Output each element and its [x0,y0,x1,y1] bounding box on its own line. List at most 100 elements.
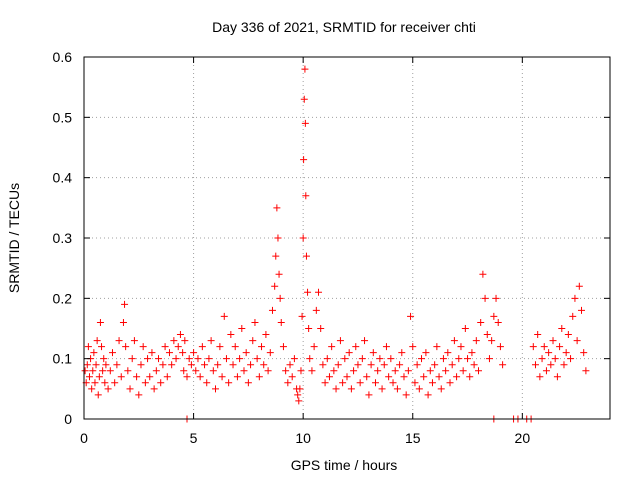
data-point [334,361,342,369]
y-tick-label: 0.4 [53,170,73,186]
data-point [382,343,390,351]
data-point [274,234,282,242]
data-point [407,312,415,320]
data-point [190,349,198,357]
data-point [161,343,169,351]
data-point [472,337,480,345]
data-point [282,367,290,375]
data-point [92,361,100,369]
x-tick-label: 0 [80,430,88,446]
data-point [96,318,104,326]
data-point [551,355,559,363]
data-point [150,385,158,393]
data-point [196,373,204,381]
data-point [100,355,108,363]
y-tick-label: 0.1 [53,351,73,367]
data-point [310,343,318,351]
data-point [218,373,226,381]
data-marks [81,65,590,423]
data-point [163,373,171,381]
data-point [315,288,323,296]
data-point [459,367,467,375]
data-point [400,373,408,381]
data-point [560,361,568,369]
data-point [174,343,182,351]
data-point [477,318,485,326]
data-point [264,367,272,375]
data-point [209,367,217,375]
data-point [90,349,98,357]
data-point [155,355,163,363]
data-point [94,391,102,399]
data-point [483,331,491,339]
data-point [578,306,586,314]
data-point [251,318,259,326]
data-point [159,361,167,369]
data-point [330,367,338,375]
data-point [545,349,553,357]
data-point [341,355,349,363]
data-point [567,355,575,363]
data-point [531,361,539,369]
data-point [276,294,284,302]
data-point [262,331,270,339]
data-point [393,385,401,393]
data-point [236,355,244,363]
data-point [101,379,109,387]
data-point [108,349,116,357]
y-tick-label: 0.5 [53,109,73,125]
data-point [413,361,421,369]
data-point [119,318,127,326]
data-point [201,361,209,369]
data-point [183,373,191,381]
data-point [306,355,314,363]
data-point [81,367,89,375]
data-point [198,343,206,351]
data-point [369,349,377,357]
data-point [255,373,263,381]
data-point [481,294,489,302]
data-point [488,337,496,345]
data-point [556,343,564,351]
data-point [387,355,395,363]
data-point [231,343,239,351]
data-point [296,385,304,393]
data-point [104,385,112,393]
data-point [542,367,550,375]
data-point [490,312,498,320]
data-point [580,349,588,357]
data-point [492,294,500,302]
data-point [284,379,292,387]
data-point [376,355,384,363]
data-point [466,373,474,381]
data-point [558,325,566,332]
data-point [347,385,355,393]
data-point [424,391,432,399]
data-point [85,373,93,381]
chart-title: Day 336 of 2021, SRMTID for receiver cht… [212,19,476,35]
data-point [157,379,165,387]
data-point [301,119,309,127]
data-point [225,379,233,387]
data-point [461,325,469,332]
data-point [207,337,215,345]
data-point [332,385,340,393]
data-point [389,379,397,387]
data-point [152,367,160,375]
x-tick-label: 20 [515,430,531,446]
data-point [146,373,154,381]
data-point [240,367,248,375]
data-point [273,204,281,212]
axis-ticks: 0 0.1 0.2 0.3 0.4 0.5 0.6 0 5 10 15 20 [53,49,610,446]
data-point [93,337,101,345]
data-point [444,349,452,357]
data-point [300,156,308,164]
data-point [117,373,125,381]
data-point [301,65,309,73]
data-point [148,349,156,357]
y-tick-label: 0.6 [53,49,73,65]
x-tick-label: 10 [295,430,311,446]
data-point [398,349,406,357]
data-point [319,361,327,369]
data-point [428,379,436,387]
